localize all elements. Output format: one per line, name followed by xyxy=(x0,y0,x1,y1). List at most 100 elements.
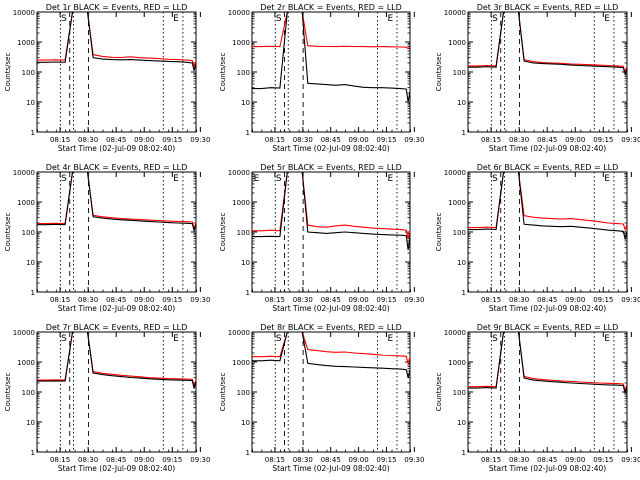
x-tick-label: 08:15 xyxy=(265,456,285,464)
y-tick-label: 10000 xyxy=(13,9,35,17)
x-tick-label: 08:45 xyxy=(537,136,557,144)
x-tick-label: 08:45 xyxy=(106,136,126,144)
y-axis-label: Counts/sec xyxy=(435,53,443,92)
panel-det-5r: Det 5r BLACK = Events, RED = LLD 1 10 100 10… xyxy=(219,163,424,313)
plot-frame xyxy=(251,11,411,133)
marker-label-s: S xyxy=(492,174,498,184)
x-tick-label: 09:00 xyxy=(134,136,154,144)
x-tick-label: 09:00 xyxy=(348,136,368,144)
panel-title: Det 4r BLACK = Events, RED = LLD xyxy=(46,163,188,172)
marker-label-e: E xyxy=(604,174,610,184)
x-tick-label: 09:00 xyxy=(348,456,368,464)
x-tick-label: 08:45 xyxy=(106,296,126,304)
y-tick-label: 100 xyxy=(22,229,35,237)
x-axis-label: Start Time (02-Jul-09 08:02:40) xyxy=(489,304,606,313)
y-tick-label: 1000 xyxy=(17,359,35,367)
marker-label-e: E xyxy=(604,14,610,24)
marker-label-s: S xyxy=(61,174,67,184)
x-tick-label: 08:45 xyxy=(321,136,341,144)
x-tick-label: 08:30 xyxy=(78,456,98,464)
x-axis-label: Start Time (02-Jul-09 08:02:40) xyxy=(272,464,389,473)
plot-frame xyxy=(251,171,411,293)
x-tick-label: 09:30 xyxy=(621,136,640,144)
x-tick-label: 09:00 xyxy=(565,296,585,304)
x-tick-label: 08:15 xyxy=(481,136,501,144)
x-tick-label: 08:15 xyxy=(265,136,285,144)
x-tick-label: 09:15 xyxy=(376,296,396,304)
x-tick-label: 08:45 xyxy=(321,456,341,464)
y-tick-label: 1 xyxy=(31,449,35,457)
x-tick-label: 08:45 xyxy=(537,296,557,304)
y-tick-label: 1 xyxy=(246,449,250,457)
x-axis-label: Start Time (02-Jul-09 08:02:40) xyxy=(58,304,175,313)
x-tick-label: 08:30 xyxy=(509,296,529,304)
x-tick-label: 09:15 xyxy=(376,136,396,144)
y-tick-label: 10 xyxy=(457,99,466,107)
panel-title: Det 8r BLACK = Events, RED = LLD xyxy=(260,323,402,332)
x-tick-label: 08:30 xyxy=(293,296,313,304)
y-tick-label: 10000 xyxy=(228,9,250,17)
plot-frame xyxy=(251,331,411,453)
x-tick-label: 08:15 xyxy=(50,456,70,464)
lld-series-line xyxy=(252,11,411,50)
events-series-line xyxy=(37,11,197,71)
x-tick-label: 09:30 xyxy=(404,296,424,304)
y-tick-label: 10000 xyxy=(444,329,466,337)
x-tick-label: 09:15 xyxy=(593,296,613,304)
x-axis-label: Start Time (02-Jul-09 08:02:40) xyxy=(489,464,606,473)
y-tick-label: 1000 xyxy=(17,39,35,47)
y-axis-label: Counts/sec xyxy=(435,373,443,412)
x-tick-label: 09:15 xyxy=(162,456,182,464)
panel-title: Det 5r BLACK = Events, RED = LLD xyxy=(260,163,402,172)
events-series-line xyxy=(37,331,197,389)
y-tick-label: 100 xyxy=(453,389,466,397)
y-tick-label: 10 xyxy=(26,99,35,107)
x-axis-label: Start Time (02-Jul-09 08:02:40) xyxy=(58,464,175,473)
marker-label-s: S xyxy=(276,334,282,344)
panel-title: Det 2r BLACK = Events, RED = LLD xyxy=(260,3,402,12)
y-tick-label: 10 xyxy=(457,419,466,427)
x-tick-label: 08:30 xyxy=(293,136,313,144)
x-tick-label: 09:30 xyxy=(190,136,210,144)
marker-label-e: E xyxy=(173,334,179,344)
plot-frame xyxy=(467,331,628,453)
plot-frame xyxy=(36,171,197,293)
x-tick-label: 09:30 xyxy=(621,296,640,304)
panel-title: Det 3r BLACK = Events, RED = LLD xyxy=(477,3,619,12)
x-tick-label: 09:00 xyxy=(134,296,154,304)
panel-det-1r: Det 1r BLACK = Events, RED = LLD 1 10 100 10… xyxy=(4,3,210,153)
x-tick-label: 09:15 xyxy=(593,456,613,464)
y-axis-label: Counts/sec xyxy=(219,213,227,252)
x-tick-label: 09:15 xyxy=(376,456,396,464)
panel-det-4r: Det 4r BLACK = Events, RED = LLD 1 10 100 10… xyxy=(4,163,210,313)
y-tick-label: 10000 xyxy=(13,169,35,177)
y-axis-label: Counts/sec xyxy=(435,213,443,252)
x-tick-label: 08:30 xyxy=(78,136,98,144)
marker-label-s: S xyxy=(276,14,282,24)
y-tick-label: 1 xyxy=(246,289,250,297)
plot-frame xyxy=(467,171,628,293)
events-series-line xyxy=(252,11,411,103)
x-tick-label: 08:45 xyxy=(321,296,341,304)
x-tick-label: 09:30 xyxy=(404,136,424,144)
y-tick-label: 1 xyxy=(31,289,35,297)
x-tick-label: 08:45 xyxy=(106,456,126,464)
y-tick-label: 100 xyxy=(237,229,250,237)
x-tick-label: 08:30 xyxy=(509,136,529,144)
y-tick-label: 1000 xyxy=(17,199,35,207)
y-tick-label: 1000 xyxy=(448,199,466,207)
y-tick-label: 1000 xyxy=(232,359,250,367)
marker-label-s: S xyxy=(492,334,498,344)
y-tick-label: 1 xyxy=(246,129,250,137)
x-tick-label: 08:15 xyxy=(50,136,70,144)
y-tick-label: 100 xyxy=(22,389,35,397)
y-axis-label: Counts/sec xyxy=(219,373,227,412)
panel-det-9r: Det 9r BLACK = Events, RED = LLD 1 10 100 10… xyxy=(435,323,640,473)
marker-label-s: S xyxy=(61,334,67,344)
y-tick-label: 10 xyxy=(26,259,35,267)
y-tick-label: 100 xyxy=(453,69,466,77)
x-tick-label: 08:30 xyxy=(78,296,98,304)
panel-title: Det 7r BLACK = Events, RED = LLD xyxy=(46,323,188,332)
y-tick-label: 10 xyxy=(241,419,250,427)
